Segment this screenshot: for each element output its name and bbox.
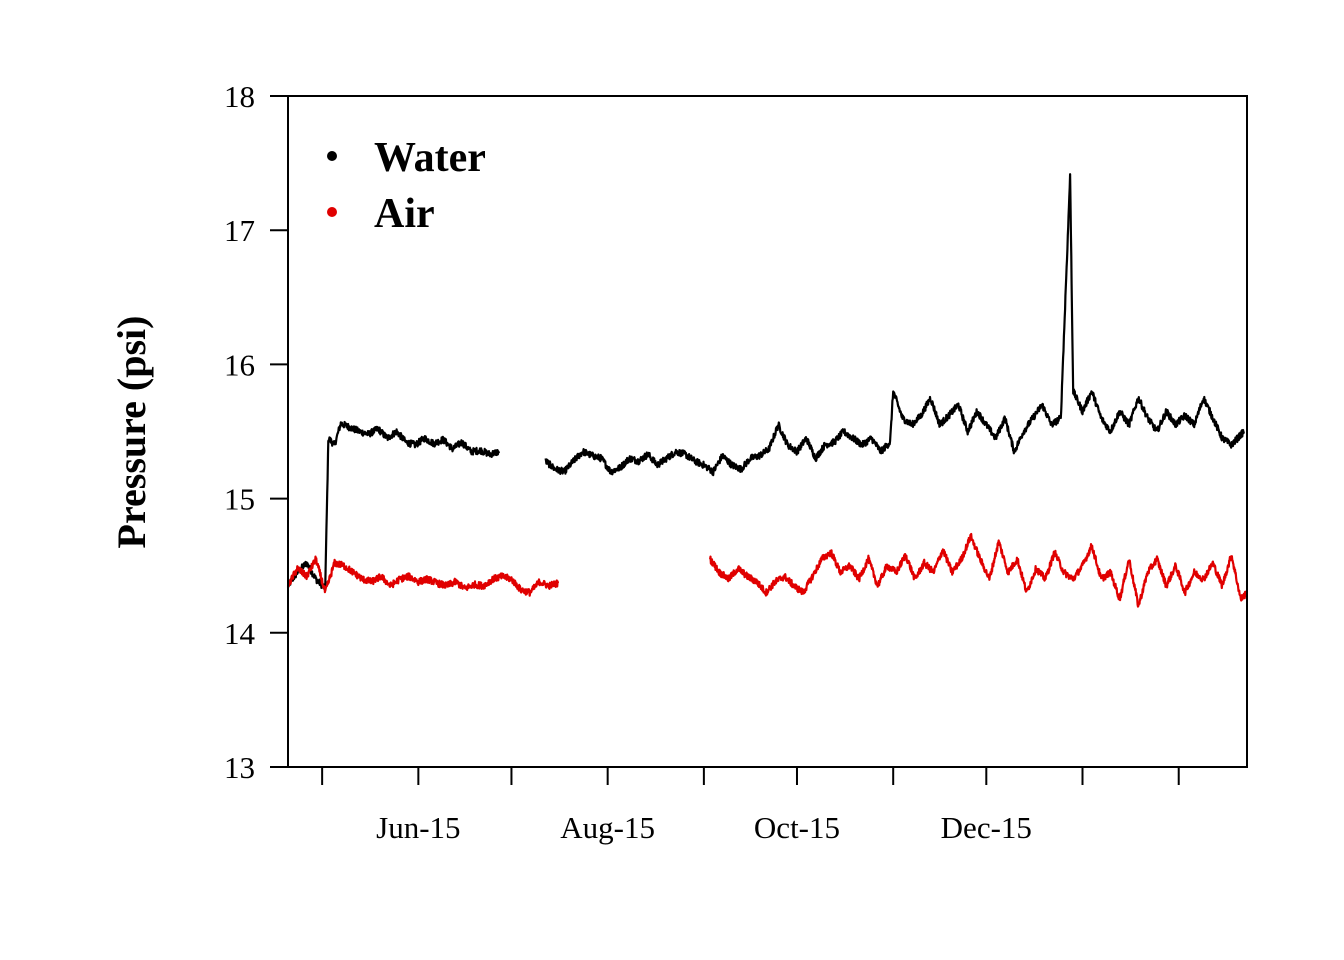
series-line xyxy=(286,555,560,597)
series-line xyxy=(286,420,501,592)
plot-frame xyxy=(287,95,1248,768)
y-tick-label: 16 xyxy=(224,347,255,382)
legend: Water Air xyxy=(327,135,486,237)
y-tick-label: 15 xyxy=(224,482,255,517)
series-line xyxy=(709,532,1249,608)
legend-label-water: Water xyxy=(374,135,486,181)
y-axis-title: Pressure (psi) xyxy=(109,316,154,549)
plot-series xyxy=(286,173,1249,608)
y-tick-label: 14 xyxy=(224,616,256,651)
legend-marker-water xyxy=(327,151,337,161)
y-tick-label: 18 xyxy=(224,79,255,114)
x-tick-label: Aug-15 xyxy=(560,810,655,845)
y-axis: 13 14 15 16 17 18 xyxy=(224,79,288,785)
legend-marker-air xyxy=(327,207,337,217)
x-axis: Jun-15 Aug-15 Oct-15 Dec-15 xyxy=(321,767,1180,845)
x-tick-label: Jun-15 xyxy=(376,810,460,845)
x-tick-label: Dec-15 xyxy=(941,810,1032,845)
y-tick-label: 13 xyxy=(224,750,255,785)
legend-label-air: Air xyxy=(374,191,435,237)
series-air xyxy=(286,532,1249,608)
y-tick-label: 17 xyxy=(224,213,255,248)
x-tick-label: Oct-15 xyxy=(754,810,840,845)
series-line xyxy=(544,173,1245,477)
